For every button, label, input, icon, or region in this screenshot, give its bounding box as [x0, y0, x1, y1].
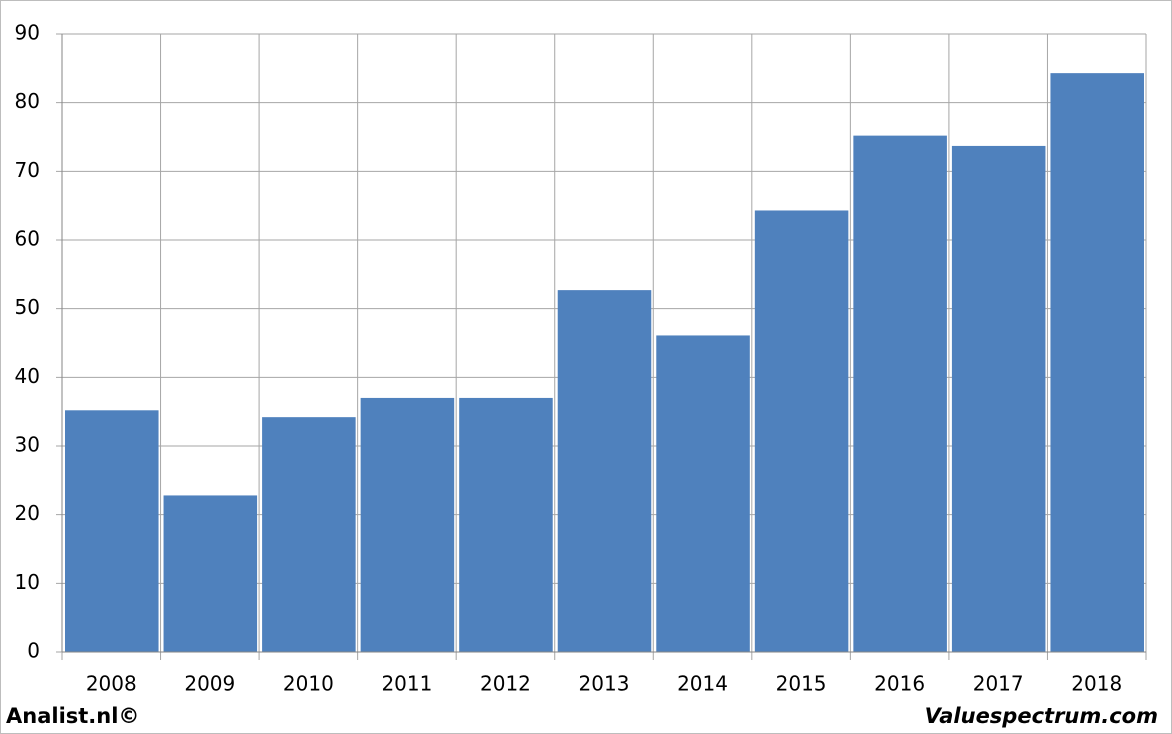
bar: [360, 397, 455, 652]
y-tick-label: 20: [15, 501, 40, 525]
bar: [853, 135, 947, 653]
bar: [262, 417, 356, 652]
y-tick-label: 0: [27, 639, 40, 663]
y-tick-label: 60: [15, 227, 40, 251]
x-tick-label: 2016: [874, 672, 925, 696]
bar: [65, 410, 159, 652]
x-tick-label: 2010: [283, 672, 334, 696]
x-tick-label: 2012: [480, 672, 531, 696]
y-tick-label: 40: [15, 364, 40, 388]
x-tick-label: 2014: [677, 672, 728, 696]
bar: [163, 495, 258, 652]
bar: [557, 290, 652, 652]
bar: [459, 397, 553, 652]
x-tick-label: 2018: [1071, 672, 1122, 696]
bar: [1050, 73, 1144, 652]
source-left: Analist.nl©: [6, 704, 139, 728]
x-tick-label: 2008: [86, 672, 137, 696]
bar: [754, 210, 849, 652]
y-tick-label: 10: [15, 570, 40, 594]
x-tick-label: 2017: [973, 672, 1024, 696]
bar: [656, 335, 750, 652]
y-tick-label: 90: [15, 21, 40, 45]
x-tick-label: 2013: [579, 672, 630, 696]
y-tick-label: 50: [15, 295, 40, 319]
x-tick-label: 2015: [776, 672, 827, 696]
y-tick-label: 80: [15, 89, 40, 113]
x-tick-label: 2011: [381, 672, 432, 696]
x-tick-label: 2009: [184, 672, 235, 696]
y-tick-label: 30: [15, 433, 40, 457]
bar: [951, 145, 1046, 652]
y-tick-label: 70: [15, 158, 40, 182]
source-right: Valuespectrum.com: [925, 704, 1158, 728]
